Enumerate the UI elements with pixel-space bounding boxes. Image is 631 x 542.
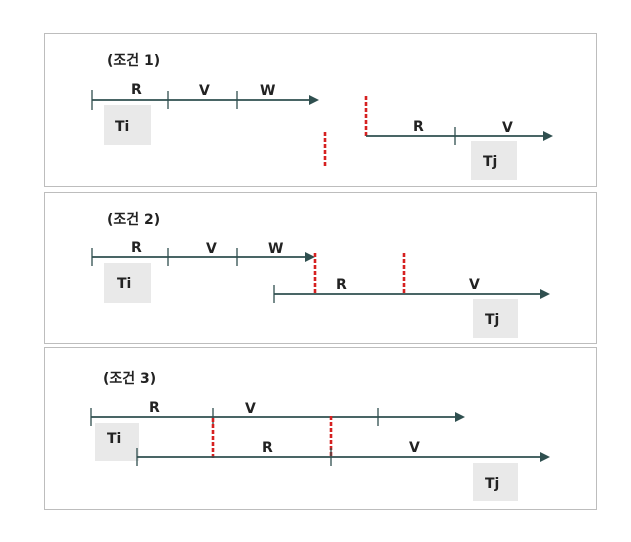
- ti-phase-label: R: [131, 240, 142, 256]
- ti-phase-label: R: [131, 82, 142, 98]
- tj-phase-label: R: [413, 119, 424, 135]
- tj-label: Tj: [485, 312, 499, 328]
- ti-label: Ti: [117, 276, 131, 292]
- condition-title: (조건 3): [103, 370, 156, 387]
- condition-1-panel: (조건 1) Ti R V W R V Tj: [44, 33, 597, 187]
- ti-label: Ti: [115, 119, 129, 135]
- tj-phase-label: R: [336, 277, 347, 293]
- condition-1-diagram: (조건 1) Ti R V W R V Tj: [91, 52, 553, 180]
- ti-phase-label: V: [206, 241, 217, 257]
- ti-box: [104, 263, 151, 303]
- tj-phase-label: V: [469, 277, 480, 293]
- condition-title: (조건 2): [107, 211, 160, 228]
- tj-phase-label: V: [409, 440, 420, 456]
- ti-phase-label: W: [260, 83, 275, 99]
- tj-arrowhead: [540, 452, 550, 462]
- tj-box: [473, 299, 518, 338]
- tj-phase-label: V: [502, 120, 513, 136]
- tj-phase-label: R: [262, 440, 273, 456]
- ti-phase-label: V: [199, 83, 210, 99]
- condition-2-panel: (조건 2) Ti R V W R V Tj: [44, 192, 597, 344]
- tj-arrowhead: [540, 289, 550, 299]
- tj-box: [471, 141, 517, 180]
- condition-3-panel: (조건 3) Ti R V R V Tj: [44, 347, 597, 510]
- condition-2-diagram: (조건 2) Ti R V W R V Tj: [91, 211, 550, 338]
- ti-phase-label: W: [268, 241, 283, 257]
- ti-box: [95, 423, 139, 461]
- tj-box: [473, 463, 518, 501]
- ti-arrowhead: [455, 412, 465, 422]
- tj-arrowhead: [543, 131, 553, 141]
- ti-phase-label: R: [149, 400, 160, 416]
- ti-arrowhead: [309, 95, 319, 105]
- ti-arrowhead: [305, 252, 315, 262]
- tj-label: Tj: [485, 476, 499, 492]
- condition-3-diagram: (조건 3) Ti R V R V Tj: [90, 370, 550, 501]
- ti-label: Ti: [107, 431, 121, 447]
- tj-label: Tj: [483, 154, 497, 170]
- ti-box: [104, 105, 151, 145]
- ti-phase-label: V: [245, 401, 256, 417]
- condition-title: (조건 1): [107, 52, 160, 69]
